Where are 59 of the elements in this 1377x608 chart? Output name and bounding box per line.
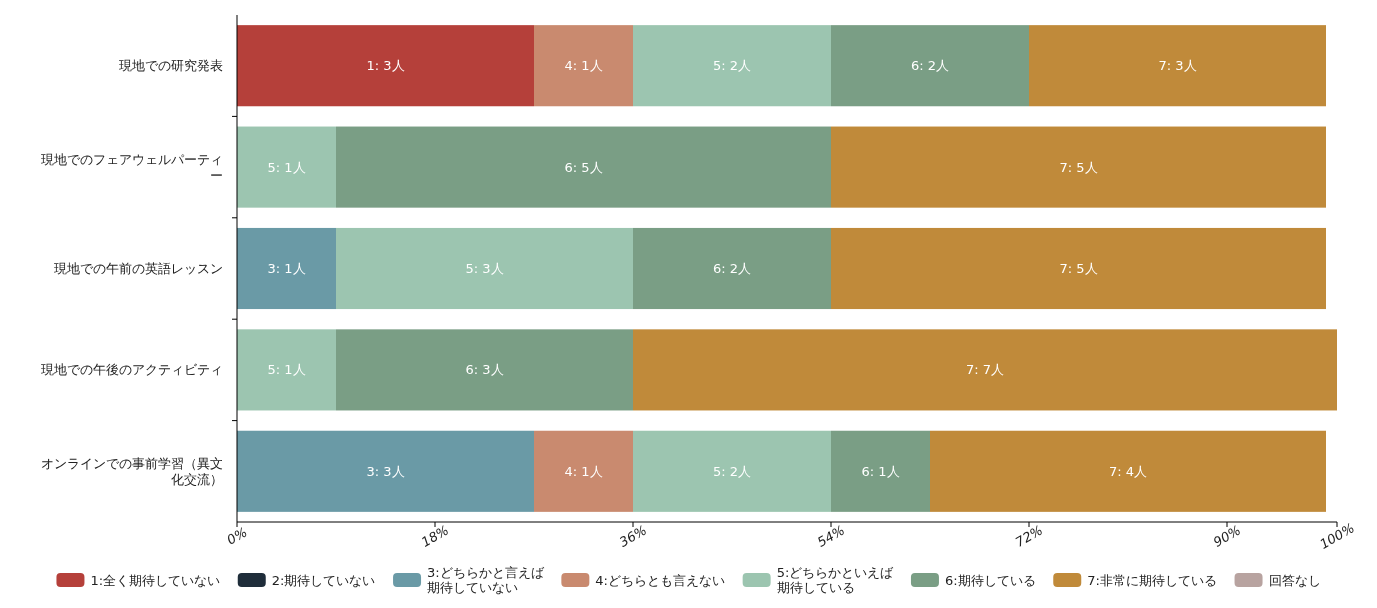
bar [831,126,1326,208]
bar [237,329,336,411]
bar [633,430,831,512]
data-label: 5: 2人 [712,463,752,479]
y-tick-label: 現地での研究発表 [119,58,223,74]
data-label: 3: 1人 [267,261,306,277]
data-label: 5: 1人 [267,362,306,378]
legend-label: 4:どちらとも言えない [595,572,726,588]
legend-label: 2:期待していない [271,572,376,588]
data-label: 3: 3人 [366,463,405,479]
legend-label: 3:どちらかと言えば期待していない [427,564,545,595]
bar [831,25,1029,107]
bar [534,430,633,512]
data-label: 4: 1人 [564,463,603,479]
x-tick-label: 18% [418,522,452,550]
bar [237,25,534,107]
bar [237,430,534,512]
x-tick-label: 36% [616,522,650,550]
data-label: 6: 2人 [712,261,752,277]
data-label: 4: 1人 [564,58,603,74]
data-label: 6: 5人 [564,159,603,175]
data-label: 7: 4人 [1108,463,1148,479]
bar [336,126,831,208]
legend-label: 6:期待している [944,572,1036,588]
data-label: 6: 2人 [910,58,950,74]
data-label: 6: 3人 [465,362,504,378]
legend-label: 回答なし [1268,572,1321,588]
data-label: 5: 3人 [465,261,504,277]
data-label: 7: 5人 [1059,159,1098,175]
legend-label: 1:全く期待していない [90,572,221,588]
legend-label: 5:どちらかといえば期待している [776,564,895,595]
bar [633,329,1337,411]
x-tick-label: 90% [1210,522,1244,550]
bar [237,227,336,310]
y-tick-label: 現地での午後のアクティビティ [41,362,223,378]
data-label: 7: 3人 [1158,58,1197,74]
data-label: 1: 3人 [366,58,405,74]
bar [336,329,633,411]
legend-label: 7:非常に期待している [1087,572,1217,588]
y-tick-label: オンラインでの事前学習（異文化交流） [41,455,223,487]
x-tick-label: 0% [224,524,250,548]
bar [633,25,831,107]
bar [1029,25,1326,107]
bar [633,227,831,310]
data-label: 7: 7人 [965,362,1005,378]
x-tick-label: 54% [814,522,848,550]
data-label: 5: 1人 [267,159,306,175]
data-label: 7: 5人 [1059,261,1098,277]
bar [237,126,336,208]
data-label: 6: 1人 [861,463,900,479]
x-tick-label: 72% [1012,522,1046,550]
bar [336,227,633,310]
bar [930,430,1326,512]
data-label: 5: 2人 [712,58,752,74]
bar [831,227,1326,310]
y-tick-label: 現地での午前の英語レッスン [54,261,223,277]
y-tick-label: 現地でのフェアウェルパーティー [41,151,223,183]
bar [534,25,633,107]
bar [831,430,930,512]
